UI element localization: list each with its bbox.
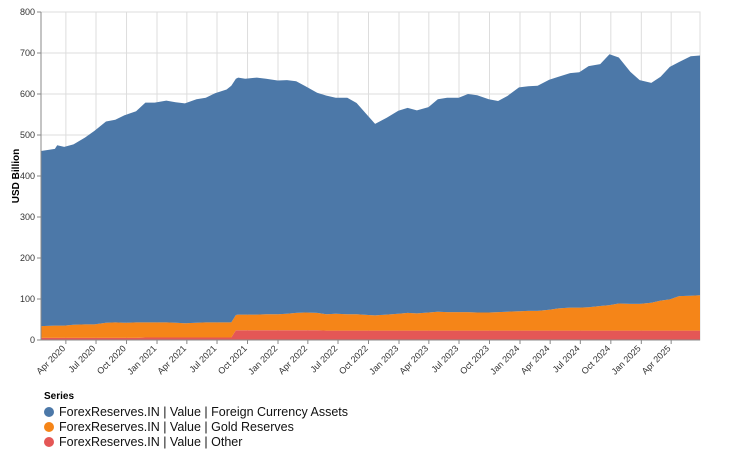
y-axis-title: USD Billion	[11, 149, 22, 203]
y-tick-label: 200	[20, 253, 35, 263]
y-tick-label: 800	[20, 7, 35, 17]
y-tick-label: 700	[20, 48, 35, 58]
legend-label: ForexReserves.IN | Value | Other	[59, 434, 243, 449]
x-tick-label: Oct 2024	[579, 343, 612, 376]
x-tick-label: Apr 2025	[640, 343, 673, 376]
legend-label: ForexReserves.IN | Value | Foreign Curre…	[59, 404, 349, 419]
x-tick-label: Apr 2023	[397, 343, 430, 376]
area-foreign-currency-assets	[41, 54, 700, 327]
x-tick-label: Apr 2020	[34, 343, 67, 376]
legend-item: ForexReserves.IN | Value | Gold Reserves	[44, 419, 348, 434]
x-tick-label: Jan 2022	[246, 343, 279, 376]
x-tick-label: Oct 2020	[95, 343, 128, 376]
legend-item: ForexReserves.IN | Value | Foreign Curre…	[44, 404, 348, 419]
area-other	[41, 330, 700, 340]
legend-title: Series	[44, 391, 75, 402]
legend-swatch	[44, 406, 54, 417]
x-tick-label: Oct 2021	[216, 343, 249, 376]
x-tick-label: Jul 2024	[551, 343, 582, 374]
y-tick-label: 600	[20, 89, 35, 99]
y-tick-label: 300	[20, 212, 35, 222]
x-tick-label: Jul 2023	[429, 343, 460, 374]
x-tick-label: Oct 2022	[337, 343, 370, 376]
x-tick-label: Oct 2023	[458, 343, 491, 376]
legend: Series ForexReserves.IN | Value | Foreig…	[44, 391, 348, 449]
x-tick-label: Jan 2025	[609, 343, 642, 376]
y-tick-label: 100	[20, 294, 35, 304]
legend-item: ForexReserves.IN | Value | Other	[44, 434, 348, 449]
area-series	[41, 54, 700, 340]
x-tick-label: Jan 2024	[488, 343, 521, 376]
x-tick-label: Apr 2024	[519, 343, 552, 376]
area-gold-reserves	[41, 295, 700, 338]
x-tick-label: Jul 2020	[66, 343, 97, 374]
x-tick-label: Jan 2021	[125, 343, 158, 376]
y-tick-label: 0	[30, 335, 35, 345]
x-tick-label: Apr 2021	[155, 343, 188, 376]
legend-swatch	[44, 421, 54, 432]
y-tick-label: 500	[20, 130, 35, 140]
x-tick-label: Jul 2021	[187, 343, 218, 374]
x-tick-label: Apr 2022	[276, 343, 309, 376]
y-tick-label: 400	[20, 171, 35, 181]
x-tick-label: Jul 2022	[308, 343, 339, 374]
legend-label: ForexReserves.IN | Value | Gold Reserves	[59, 419, 294, 434]
legend-swatch	[44, 436, 54, 447]
x-tick-label: Jan 2023	[367, 343, 400, 376]
